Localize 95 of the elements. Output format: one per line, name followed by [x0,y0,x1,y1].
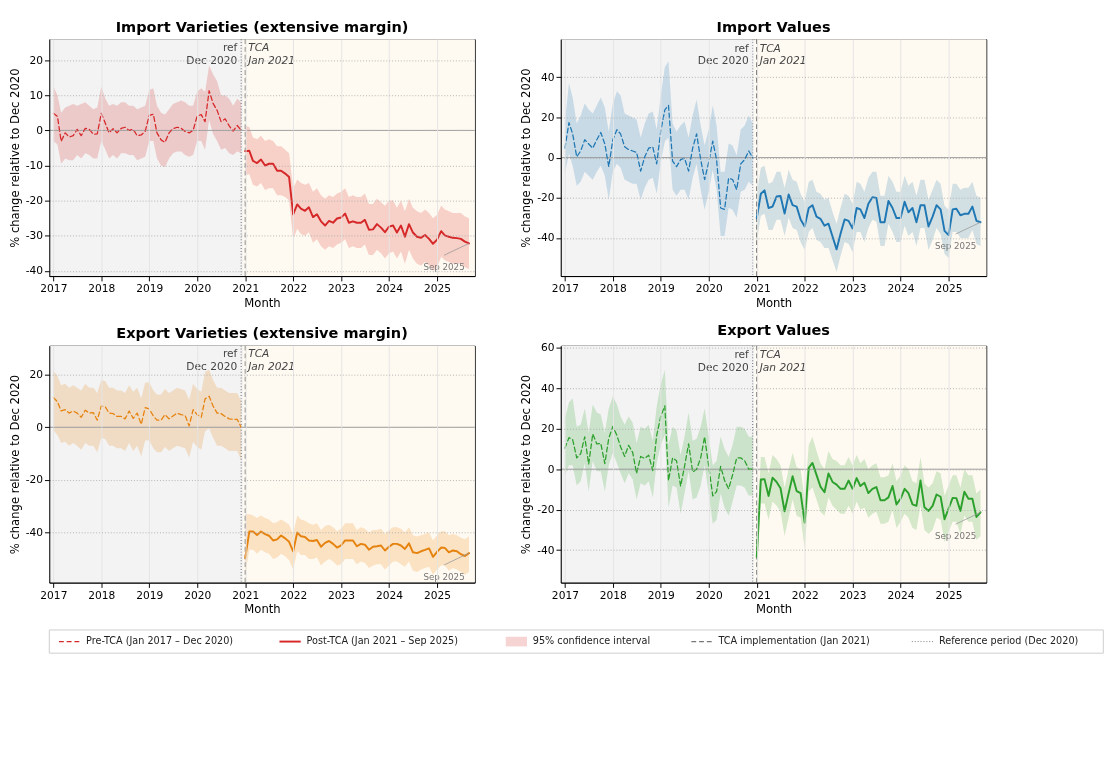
y-tick-label: -40 [537,231,555,245]
x-tick-label: 2024 [375,282,404,296]
x-tick-label: 2018 [599,588,628,602]
line-series [244,149,470,245]
x-tick-label: 2020 [695,588,723,602]
y-axis-title: % change relative to Dec 2020 [7,68,22,248]
x-tick-label: 2021 [743,282,771,296]
annotation: TCA Jan 2021 [757,348,807,375]
x-tick-label: 2020 [184,282,212,296]
x-tick-label: 2023 [839,588,867,602]
x-axis-title: Month [244,295,281,310]
line-series [564,405,754,497]
x-tick-label: 2023 [328,282,356,296]
y-tick-label: 20 [541,422,555,436]
x-tick-label: 2024 [887,588,915,602]
x-tick-label: 2023 [839,282,867,296]
line-series [755,189,982,251]
annotation: ref Dec 2020 [697,348,750,375]
x-tick-label: 2018 [88,282,116,296]
y-tick-label: 0 [36,123,44,137]
x-tick-label: 2025 [935,588,963,602]
y-tick-label: 60 [541,341,555,355]
x-tick-label: 2022 [791,282,819,296]
x-tick-label: 2025 [424,282,452,296]
annotation: Sep 2025 [934,241,977,252]
legend-label: Post-TCA (Jan 2021 – Sep 2025) [306,635,458,647]
annotation: ref Dec 2020 [697,41,750,68]
y-axis-title: % change relative to Dec 2020 [519,68,534,248]
x-tick-label: 2023 [328,588,356,602]
line-series [244,530,470,560]
annotation: ref Dec 2020 [186,347,238,373]
y-tick-label: -20 [537,503,555,517]
x-axis-title: Month [755,602,793,617]
x-tick-label: 2018 [88,588,116,602]
legend-label: Reference period (Dec 2020) [938,635,1079,647]
annotation: TCA Jan 2021 [757,41,807,68]
y-tick-label: 10 [29,88,44,102]
annotation: Sep 2025 [934,531,977,542]
x-tick-label: 2025 [935,282,963,296]
y-tick-label: 40 [541,70,555,84]
x-tick-label: 2017 [551,588,579,602]
line-series [755,461,982,558]
annotation: ref Dec 2020 [186,41,238,67]
line-series [564,104,754,211]
y-axis-title: % change relative to Dec 2020 [7,374,22,555]
y-tick-label: -40 [537,543,555,557]
x-tick-label: 2017 [551,282,579,296]
x-tick-label: 2017 [40,588,68,602]
legend-label: Pre-TCA (Jan 2017 – Dec 2020) [86,635,234,647]
x-tick-label: 2025 [424,588,452,602]
x-tick-label: 2022 [791,588,819,602]
x-tick-label: 2019 [136,282,164,296]
annotation: Sep 2025 [423,262,465,273]
x-tick-label: 2019 [136,588,164,602]
y-tick-label: -40 [25,264,44,278]
y-tick-label: 0 [547,151,555,164]
annotation: Sep 2025 [423,572,465,583]
y-tick-label: 20 [29,368,44,382]
y-tick-label: -20 [25,473,44,487]
x-tick-label: 2017 [40,282,68,296]
line-series [52,90,242,143]
y-tick-label: -20 [25,193,44,207]
y-tick-label: -20 [537,191,555,205]
legend-label: TCA implementation (Jan 2021) [717,635,870,647]
y-tick-label: -40 [25,525,44,539]
x-axis-title: Month [755,295,793,310]
chart-title: Export Varieties (extensive margin) [116,325,408,342]
annotation: TCA Jan 2021 [246,347,295,373]
x-tick-label: 2018 [599,282,628,296]
x-axis-title: Month [244,602,281,617]
y-tick-label: 0 [36,420,44,434]
x-tick-label: 2022 [280,588,308,602]
annotation: TCA Jan 2021 [246,41,295,67]
x-tick-label: 2019 [647,588,676,602]
x-tick-label: 2021 [232,588,260,602]
y-tick-label: -10 [25,158,44,172]
x-tick-label: 2020 [695,282,723,296]
line-series [52,395,242,428]
x-tick-label: 2024 [887,282,915,296]
chart-title: Import Values [716,18,831,35]
x-tick-label: 2019 [647,282,676,296]
y-tick-label: -30 [25,229,44,243]
x-tick-label: 2021 [743,588,771,602]
x-tick-label: 2024 [375,588,404,602]
chart-title: Import Varieties (extensive margin) [115,18,409,35]
chart-title: Export Values [717,322,830,339]
y-axis-title: % change relative to Dec 2020 [519,374,534,555]
x-tick-label: 2022 [280,282,308,296]
y-tick-label: 20 [541,110,555,124]
y-tick-label: 40 [541,381,555,395]
x-tick-label: 2020 [184,588,212,602]
text: 95% confidence interval [532,635,651,647]
x-tick-label: 2021 [232,282,260,296]
y-tick-label: 0 [547,462,555,476]
y-tick-label: 20 [29,53,44,67]
